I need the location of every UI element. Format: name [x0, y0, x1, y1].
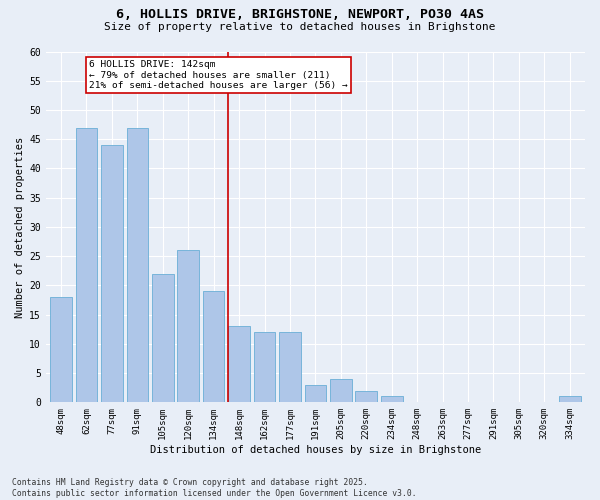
Bar: [355, 390, 377, 402]
Text: Contains HM Land Registry data © Crown copyright and database right 2025.
Contai: Contains HM Land Registry data © Crown c…: [12, 478, 416, 498]
Text: 6 HOLLIS DRIVE: 142sqm
← 79% of detached houses are smaller (211)
21% of semi-de: 6 HOLLIS DRIVE: 142sqm ← 79% of detached…: [89, 60, 348, 90]
Bar: [305, 385, 326, 402]
Bar: [76, 128, 97, 402]
Bar: [330, 379, 352, 402]
Bar: [178, 250, 199, 402]
X-axis label: Distribution of detached houses by size in Brighstone: Distribution of detached houses by size …: [150, 445, 481, 455]
Bar: [254, 332, 275, 402]
Bar: [381, 396, 403, 402]
Bar: [203, 291, 224, 403]
Bar: [101, 145, 123, 403]
Bar: [279, 332, 301, 402]
Bar: [152, 274, 173, 402]
Bar: [559, 396, 581, 402]
Bar: [127, 128, 148, 402]
Bar: [228, 326, 250, 402]
Text: 6, HOLLIS DRIVE, BRIGHSTONE, NEWPORT, PO30 4AS: 6, HOLLIS DRIVE, BRIGHSTONE, NEWPORT, PO…: [116, 8, 484, 20]
Text: Size of property relative to detached houses in Brighstone: Size of property relative to detached ho…: [104, 22, 496, 32]
Bar: [50, 297, 72, 403]
Y-axis label: Number of detached properties: Number of detached properties: [15, 136, 25, 318]
